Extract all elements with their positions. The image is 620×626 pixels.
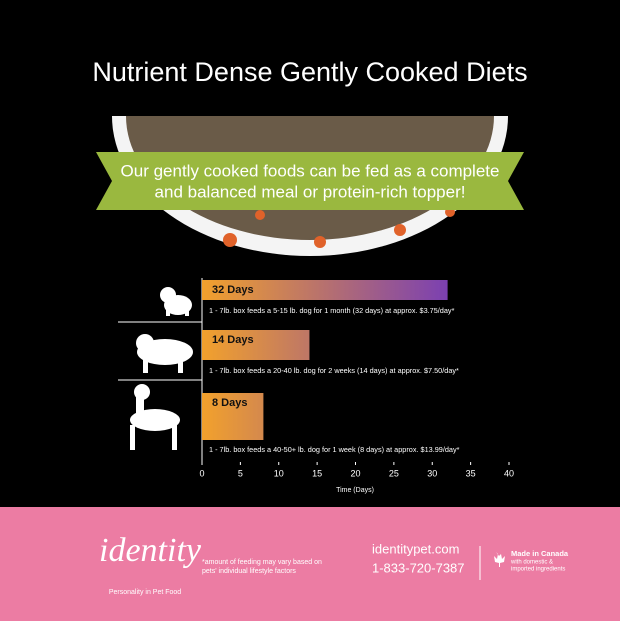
x-axis-label: Time (Days) xyxy=(336,487,374,494)
banner-text: Our gently cooked foods can be fed as a … xyxy=(121,161,500,180)
note: *amount of feeding may vary based on xyxy=(202,559,322,566)
bar xyxy=(202,330,310,360)
website: identitypet.com xyxy=(372,541,459,556)
bar-label: 8 Days xyxy=(212,397,247,409)
bar-description: 1 - 7lb. box feeds a 40-50+ lb. dog for … xyxy=(209,445,460,454)
dog-icons xyxy=(130,287,193,450)
x-tick-label: 20 xyxy=(350,468,360,478)
footer-band xyxy=(0,507,620,621)
logo: identity xyxy=(99,532,202,569)
bar-label: 32 Days xyxy=(212,284,254,296)
x-tick-label: 0 xyxy=(199,468,204,478)
x-tick-label: 15 xyxy=(312,468,322,478)
x-tick-label: 35 xyxy=(466,468,476,478)
origin-note: with domestic & xyxy=(510,560,553,566)
bar-description: 1 - 7lb. box feeds a 20-40 lb. dog for 2… xyxy=(209,366,459,375)
bar xyxy=(202,280,448,300)
bar xyxy=(202,393,264,440)
maple-leaf xyxy=(494,552,505,567)
x-tick-label: 30 xyxy=(427,468,437,478)
x-tick-label: 25 xyxy=(389,468,399,478)
x-tick-label: 5 xyxy=(238,468,243,478)
origin: Made in Canada xyxy=(511,549,569,558)
banner-text: and balanced meal or protein-rich topper… xyxy=(155,182,466,201)
title: Nutrient Dense Gently Cooked Diets xyxy=(92,57,527,87)
origin-note: imported ingredients xyxy=(511,567,565,573)
banner xyxy=(96,152,524,210)
note: pets' individual lifestyle factors xyxy=(202,568,296,575)
phone: 1-833-720-7387 xyxy=(372,560,465,575)
bar-label: 14 Days xyxy=(212,334,254,346)
x-tick-label: 40 xyxy=(504,468,514,478)
tagline: Personality in Pet Food xyxy=(109,589,181,596)
x-tick-label: 10 xyxy=(274,468,284,478)
bar-description: 1 - 7lb. box feeds a 5-15 lb. dog for 1 … xyxy=(209,306,455,315)
